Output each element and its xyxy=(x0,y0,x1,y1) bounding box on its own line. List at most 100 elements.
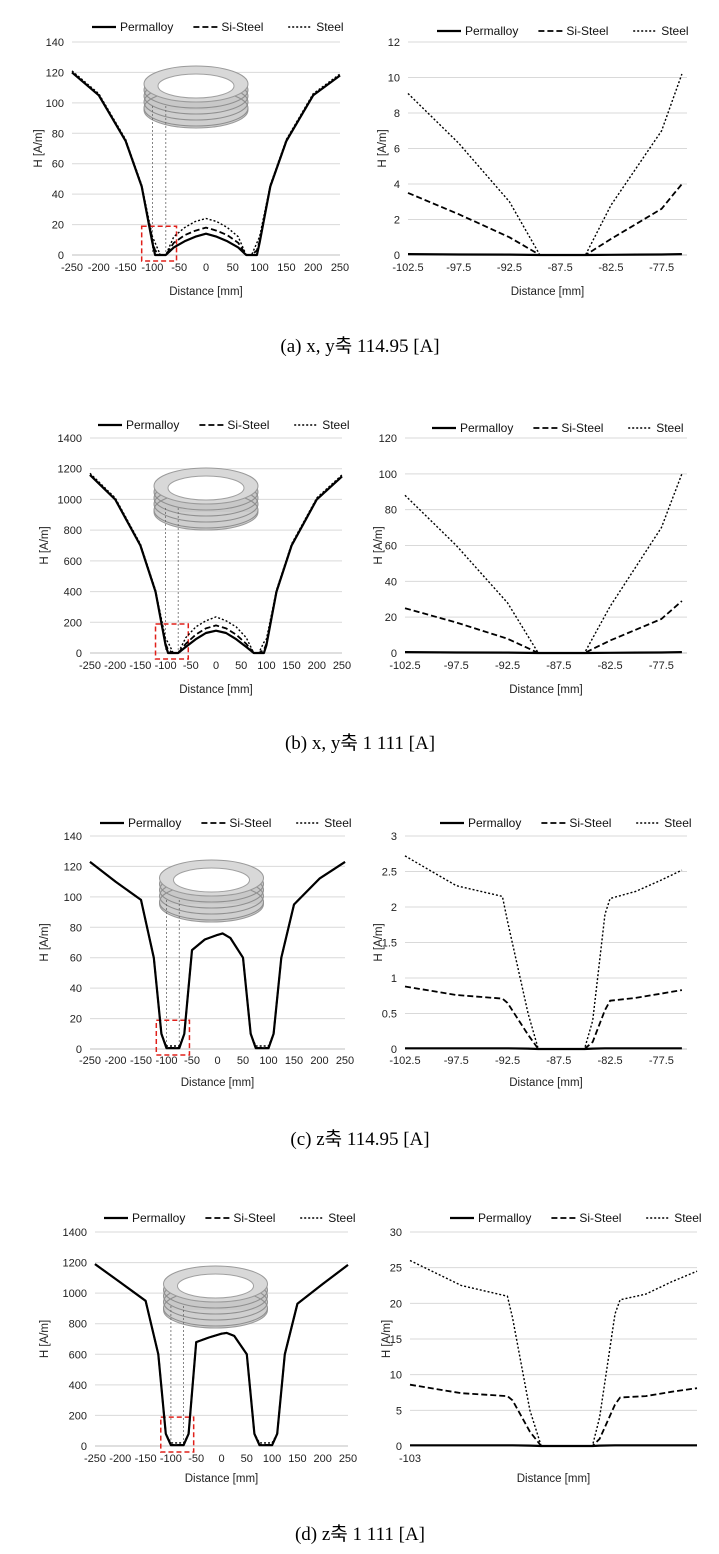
x-tick-label: -200 xyxy=(109,1453,131,1465)
ring-hole xyxy=(157,73,235,99)
y-tick-label: 60 xyxy=(385,541,397,553)
legend-label: Si-Steel xyxy=(561,421,603,435)
x-axis-label: Distance [mm] xyxy=(517,1473,591,1485)
y-tick-label: 1 xyxy=(391,973,397,985)
x-tick-label: -97.5 xyxy=(446,262,471,274)
y-tick-label: 80 xyxy=(52,128,64,140)
legend-label: Si-Steel xyxy=(233,1211,275,1225)
y-tick-label: 4 xyxy=(394,179,400,191)
x-tick-label: -82.5 xyxy=(598,1055,623,1067)
x-tick-label: -50 xyxy=(188,1453,204,1465)
y-tick-label: 1200 xyxy=(63,1258,87,1270)
x-tick-label: -82.5 xyxy=(598,660,623,672)
x-tick-label: 200 xyxy=(310,1055,328,1067)
legend-label: Si-Steel xyxy=(569,816,611,830)
x-tick-label: -250 xyxy=(79,1055,101,1067)
y-tick-label: 1400 xyxy=(63,1227,87,1239)
y-tick-label: 0 xyxy=(396,1441,402,1453)
figure-caption: (b) x, y축 1 111 [A] xyxy=(285,732,435,754)
x-tick-label: -97.5 xyxy=(444,1055,469,1067)
x-tick-label: 200 xyxy=(314,1453,332,1465)
y-tick-label: 1200 xyxy=(58,464,82,476)
series-line-permalloy xyxy=(407,253,682,257)
y-tick-label: 600 xyxy=(69,1349,87,1361)
x-tick-label: 50 xyxy=(237,1055,249,1067)
y-tick-label: 40 xyxy=(70,983,82,995)
y-tick-label: 1000 xyxy=(63,1288,87,1300)
chart-a-left: 0 20 40 60 80 100 120 140 -250 -200 -150 -100 -50 0 50… xyxy=(33,20,349,298)
zoom-region-box xyxy=(160,1416,195,1453)
x-tick-label: -82.5 xyxy=(598,262,623,274)
y-tick-label: 200 xyxy=(69,1410,87,1422)
legend-label: Steel xyxy=(661,24,688,38)
x-tick-label: 0 xyxy=(218,1453,224,1465)
y-tick-label: 12 xyxy=(388,37,400,49)
y-tick-label: 5 xyxy=(396,1405,402,1417)
y-tick-label: 6 xyxy=(394,144,400,156)
x-tick-label: 200 xyxy=(308,660,326,672)
ring-illustration xyxy=(159,859,264,923)
y-tick-label: 1000 xyxy=(58,494,82,506)
y-tick-label: 100 xyxy=(46,98,64,110)
y-tick-label: 40 xyxy=(52,189,64,201)
y-axis-label: H [A/m] xyxy=(33,129,45,167)
y-tick-label: 100 xyxy=(64,892,82,904)
y-tick-label: 100 xyxy=(379,469,397,481)
y-axis-label: H [A/m] xyxy=(39,923,51,961)
y-tick-label: 400 xyxy=(69,1380,87,1392)
x-axis-label: Distance [mm] xyxy=(181,1077,255,1089)
x-tick-label: -150 xyxy=(115,262,137,274)
y-tick-label: 800 xyxy=(69,1319,87,1331)
series-line-si-steel xyxy=(404,985,683,1050)
figure-caption: (c) z축 114.95 [A] xyxy=(290,1128,429,1150)
zoom-region-box xyxy=(155,1019,191,1056)
x-tick-label: -92.5 xyxy=(495,1055,520,1067)
legend-label: Steel xyxy=(322,418,349,432)
x-tick-label: 150 xyxy=(282,660,300,672)
series-line-si-steel xyxy=(407,183,683,256)
legend-label: Permalloy xyxy=(128,816,181,830)
ring-hole xyxy=(167,475,245,501)
y-tick-label: 20 xyxy=(70,1014,82,1026)
series-line-steel xyxy=(409,1259,698,1447)
ring-hole xyxy=(177,1273,254,1299)
x-tick-label: -97.5 xyxy=(444,660,469,672)
x-tick-label: -103 xyxy=(399,1453,421,1465)
x-tick-label: -150 xyxy=(130,1055,152,1067)
zoom-region-box xyxy=(140,225,178,262)
x-tick-label: -50 xyxy=(183,660,199,672)
series-line-steel xyxy=(71,70,341,256)
x-tick-label: -87.5 xyxy=(546,1055,571,1067)
y-tick-label: 140 xyxy=(64,831,82,843)
y-tick-label: 0 xyxy=(391,648,397,660)
figure-caption: (a) x, y축 114.95 [A] xyxy=(280,335,439,357)
x-tick-label: -92.5 xyxy=(495,660,520,672)
x-tick-label: 0 xyxy=(203,262,209,274)
y-tick-label: 15 xyxy=(390,1334,402,1346)
x-tick-label: 200 xyxy=(304,262,322,274)
y-tick-label: 0 xyxy=(76,648,82,660)
y-tick-label: 1400 xyxy=(58,433,82,445)
x-tick-label: 100 xyxy=(257,660,275,672)
y-tick-label: 0 xyxy=(391,1044,397,1056)
legend-label: Permalloy xyxy=(478,1211,531,1225)
x-tick-label: -100 xyxy=(155,660,177,672)
y-tick-label: 120 xyxy=(46,67,64,79)
y-tick-label: 2 xyxy=(394,215,400,227)
x-axis-label: Distance [mm] xyxy=(169,286,243,298)
y-tick-label: 20 xyxy=(52,220,64,232)
y-tick-label: 0.5 xyxy=(382,1009,397,1021)
x-tick-label: -250 xyxy=(61,262,83,274)
y-tick-label: 80 xyxy=(70,922,82,934)
x-tick-label: -200 xyxy=(104,660,126,672)
x-tick-label: 0 xyxy=(213,660,219,672)
legend-label: Steel xyxy=(316,20,343,34)
y-tick-label: 0 xyxy=(58,250,64,262)
x-tick-label: 150 xyxy=(277,262,295,274)
series-line-si-steel xyxy=(409,1383,698,1447)
x-tick-label: -77.5 xyxy=(649,262,674,274)
x-tick-label: 250 xyxy=(331,262,349,274)
x-tick-label: -50 xyxy=(171,262,187,274)
y-tick-label: 120 xyxy=(64,861,82,873)
series-line-steel xyxy=(404,855,683,1050)
